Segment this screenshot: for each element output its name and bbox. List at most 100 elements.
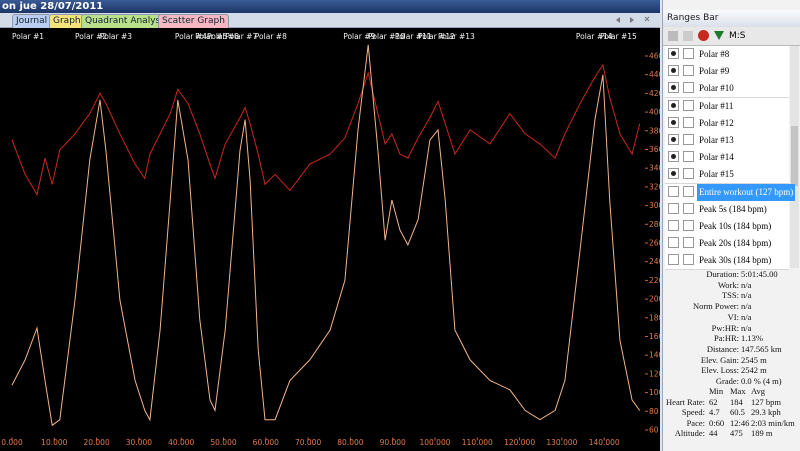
checkbox[interactable] — [683, 151, 694, 163]
scroll-thumb[interactable] — [791, 126, 798, 186]
y-tick-label: 80 — [649, 407, 659, 416]
visibility-toggle[interactable] — [668, 202, 679, 214]
checkbox[interactable] — [683, 220, 694, 231]
y-tick-label: 440 — [649, 70, 660, 79]
checkbox[interactable] — [683, 185, 694, 197]
summary-value: n/a — [741, 311, 752, 322]
y-tick-label: 160 — [649, 332, 660, 341]
checkbox[interactable] — [683, 237, 694, 249]
metric-value: 12:46 — [730, 417, 750, 428]
tool-button[interactable] — [683, 31, 693, 41]
visibility-toggle[interactable] — [668, 99, 679, 111]
range-label: Peak 30s (184 bpm) — [699, 255, 772, 266]
checkbox[interactable] — [683, 116, 694, 128]
visibility-toggle[interactable] — [668, 237, 679, 249]
tool-button[interactable] — [698, 30, 709, 41]
range-item[interactable]: Polar #9 — [665, 63, 789, 82]
summary-label: TSS: — [721, 290, 739, 301]
visibility-toggle[interactable] — [668, 134, 679, 145]
checkbox[interactable] — [683, 48, 694, 59]
range-marker-label: Polar #13 — [438, 32, 475, 41]
checkbox[interactable] — [683, 168, 694, 180]
metrics-header: Min — [709, 386, 724, 396]
eye-icon — [671, 171, 676, 177]
chart: 0.000 10.000 20.000 30.000 40.000 50.000 60.00… — [0, 16, 660, 451]
visibility-toggle[interactable] — [668, 254, 679, 266]
toolbar-label[interactable]: M:S — [729, 31, 746, 41]
checkbox[interactable] — [683, 99, 694, 111]
range-item[interactable]: Polar #8 — [665, 46, 789, 64]
visibility-toggle[interactable] — [668, 185, 679, 197]
tab[interactable]: Scatter Graph — [158, 14, 229, 28]
toolbar: M:S — [663, 27, 800, 46]
range-label: Polar #8 — [699, 49, 730, 59]
y-tick-label: 320 — [649, 182, 660, 191]
visibility-toggle[interactable] — [668, 82, 679, 94]
range-item[interactable]: Peak 5s (184 bpm) — [665, 200, 789, 219]
metric-value: 184 — [730, 396, 743, 407]
summary-label: Pa:HR: — [713, 333, 739, 344]
range-item[interactable]: Peak 20s (184 bpm) — [665, 235, 789, 254]
range-label: Polar #9 — [699, 66, 730, 77]
range-item[interactable]: Polar #12 — [665, 114, 789, 133]
summary-row: Pw:HR: n/a — [663, 323, 800, 334]
range-marker-label: Polar #6 — [207, 32, 239, 41]
y-tick-label: 60 — [649, 426, 659, 435]
summary-label: VI: — [727, 311, 739, 322]
visibility-toggle[interactable] — [668, 151, 679, 163]
summary-value: n/a — [741, 322, 752, 333]
visibility-toggle[interactable] — [668, 116, 679, 128]
range-item[interactable]: Polar #15 — [665, 166, 789, 185]
range-item[interactable]: Polar #11 — [665, 97, 789, 116]
tool-button[interactable] — [714, 31, 724, 40]
summary-value: 0.0 % (4 m) — [741, 376, 782, 386]
visibility-toggle[interactable] — [668, 168, 679, 180]
checkbox[interactable] — [683, 65, 694, 77]
summary-label: Elev. Gain: — [700, 354, 739, 365]
range-item[interactable]: Peak 10s (184 bpm) — [665, 218, 789, 236]
metrics-header: Max — [730, 386, 746, 396]
summary-value: n/a — [741, 290, 752, 301]
summary-value: 1.13% — [741, 333, 763, 344]
tab-arrows — [616, 16, 650, 23]
range-item[interactable]: Peak 30s (184 bpm) — [665, 252, 789, 271]
y-tick-label: 240 — [649, 257, 660, 266]
range-marker-label: Polar #1 — [12, 32, 44, 41]
x-tick-label: 90.000 — [380, 438, 406, 447]
y-tick-label: 420 — [649, 89, 660, 98]
visibility-toggle[interactable] — [668, 65, 679, 77]
visibility-toggle[interactable] — [668, 48, 679, 59]
checkbox[interactable] — [683, 134, 694, 145]
eye-icon — [671, 154, 676, 160]
x-tick-label: 140.000 — [589, 438, 620, 447]
x-tick-label: 60.000 — [253, 438, 279, 447]
summary-row: TSS: n/a — [663, 290, 800, 301]
range-label: Polar #14 — [699, 152, 734, 163]
metric-label: Altitude: — [674, 428, 705, 438]
metric-value: 44 — [709, 428, 718, 438]
range-label: Peak 10s (184 bpm) — [699, 221, 772, 231]
range-item[interactable]: Polar #13 — [665, 132, 789, 150]
range-item[interactable]: Polar #10 — [665, 80, 789, 99]
checkbox[interactable] — [683, 202, 694, 214]
summary-value: 2545 m — [741, 354, 767, 365]
tool-button[interactable] — [668, 31, 678, 41]
range-label: Polar #13 — [699, 135, 734, 145]
plot-background — [0, 28, 660, 451]
x-tick-label: 20.000 — [83, 438, 109, 447]
eye-icon — [671, 119, 676, 125]
metric-value: 2:03 min/km — [751, 417, 795, 428]
range-marker-label: Polar #12 — [418, 32, 455, 41]
x-tick-label: 80.000 — [337, 438, 363, 447]
range-item[interactable]: Polar #14 — [665, 149, 789, 168]
scrollbar[interactable] — [790, 46, 799, 268]
range-item[interactable]: Entire workout (127 bpm) — [665, 183, 796, 202]
x-tick-label: 0.000 — [1, 438, 23, 447]
checkbox[interactable] — [683, 254, 694, 266]
range-marker-label: Polar #15 — [600, 32, 637, 41]
visibility-toggle[interactable] — [668, 220, 679, 231]
y-tick-label: 360 — [649, 145, 660, 154]
side-panel: Ranges Bar M:S Polar #8 Polar #9 Polar #10… — [662, 0, 800, 451]
metric-value: 475 — [730, 428, 743, 438]
checkbox[interactable] — [683, 82, 694, 94]
